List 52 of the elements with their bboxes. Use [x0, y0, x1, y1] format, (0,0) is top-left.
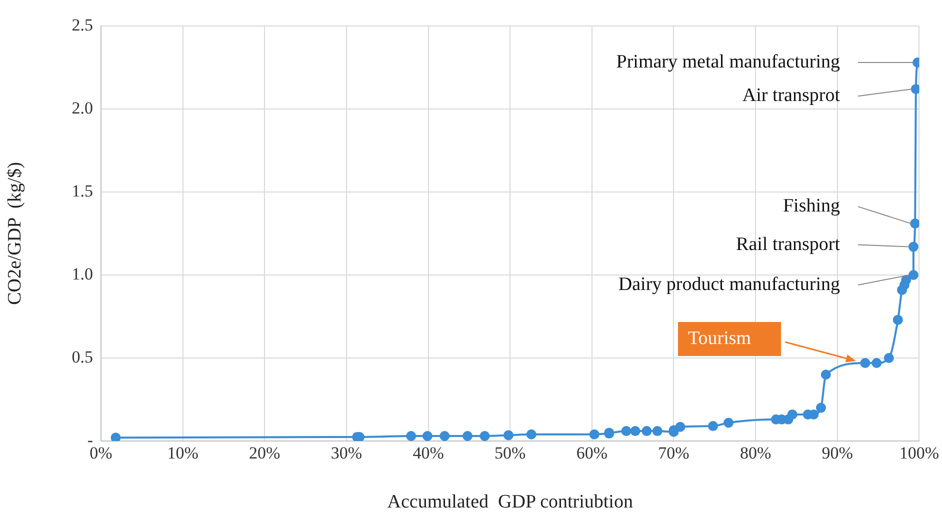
x-tick-label: 0% [90, 444, 112, 463]
x-axis-title: Accumulated GDP contriubtion [387, 492, 634, 513]
point [406, 431, 416, 441]
x-tick-label: 70% [658, 444, 690, 463]
y-tick-label: 0.5 [72, 347, 93, 366]
point [621, 426, 632, 436]
y-axis-title: CO2e/GDP (kg/$) [4, 162, 26, 305]
point [884, 353, 894, 363]
annotation: Dairy product manufacturing [618, 274, 840, 295]
point [480, 431, 490, 441]
point [901, 274, 912, 285]
annotation: Primary metal manufacturing [616, 52, 840, 73]
point [503, 430, 514, 440]
x-tick-label: 90% [822, 444, 853, 463]
point [526, 429, 536, 440]
point [787, 409, 798, 420]
point [892, 314, 903, 325]
point [816, 402, 826, 413]
x-tick-label: 60% [576, 444, 608, 463]
point [820, 370, 831, 380]
y-tick-label: 1.5 [72, 181, 93, 200]
x-tick-label: 80% [740, 444, 772, 463]
y-tick-label: 1.0 [72, 264, 93, 284]
point [630, 426, 640, 436]
point [908, 242, 918, 252]
x-tick-label: 100% [899, 444, 940, 463]
point [908, 270, 918, 280]
annotation: Air transprot [742, 85, 841, 106]
point [872, 358, 882, 368]
point [422, 431, 432, 441]
point [589, 429, 600, 440]
x-tick-label: 40% [412, 444, 444, 463]
annotation: Fishing [782, 196, 840, 217]
x-tick-label: 50% [494, 444, 526, 463]
y-tick-label: 2.0 [72, 98, 93, 118]
point [675, 422, 686, 432]
point [440, 431, 450, 441]
point [724, 418, 734, 428]
annotation: Tourism [688, 328, 752, 349]
point [462, 431, 473, 441]
point [110, 432, 121, 441]
point [708, 421, 718, 432]
point [910, 218, 920, 229]
y-tick-label: 2.5 [72, 15, 93, 34]
point [860, 358, 870, 368]
x-tick-label: 10% [167, 444, 198, 463]
x-tick-label: 30% [330, 444, 362, 463]
x-tick-label: 20% [249, 444, 280, 463]
point [910, 84, 920, 94]
point [652, 426, 662, 436]
point [642, 426, 652, 436]
annotation: Rail transport [736, 234, 841, 255]
